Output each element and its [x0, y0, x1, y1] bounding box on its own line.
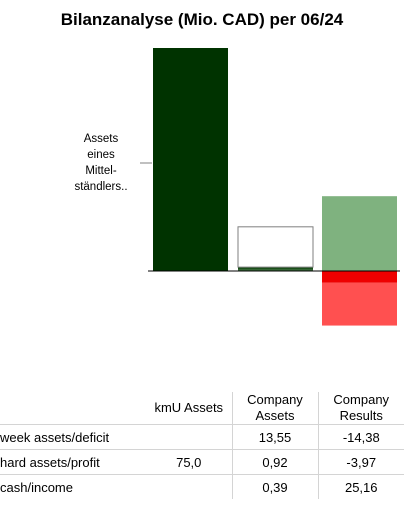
table-cell: 25,16 — [317, 474, 404, 499]
table-row: hard assets/profit 75,0 0,92 -3,97 — [0, 449, 404, 475]
table-cell: 0,92 — [231, 449, 318, 475]
table-cell: -3,97 — [317, 449, 404, 475]
bar-segment-hard-assets-profit — [322, 271, 397, 283]
table-header-kmu-assets: kmU Assets — [154, 400, 224, 415]
annotation-line: ständlers.. — [74, 181, 128, 193]
table-header-row: kmU Assets Company Assets Company Results — [0, 392, 404, 425]
table-row: week assets/deficit 13,55 -14,38 — [0, 424, 404, 450]
table-cell — [146, 424, 232, 450]
table-cell: 0,39 — [231, 474, 318, 499]
annotation-line: Mittel- — [85, 165, 117, 177]
row-label: cash/income — [0, 474, 146, 499]
bar-segment-hard-assets-profit — [238, 267, 313, 270]
bar-segment-hard-assets-profit — [153, 48, 228, 271]
bar-segment-week-assets-deficit — [237, 226, 314, 268]
bar-segment-cash-income — [322, 196, 397, 271]
row-label: week assets/deficit — [0, 424, 146, 450]
chart-plot — [140, 48, 400, 326]
table-header-cell — [0, 392, 146, 425]
table-cell: 75,0 — [146, 449, 232, 475]
table-cell: 13,55 — [231, 424, 318, 450]
table-header-company-results: Company Results — [317, 392, 404, 425]
chart-title: Bilanzanalyse (Mio. CAD) per 06/24 — [60, 10, 344, 29]
table-cell: -14,38 — [317, 424, 404, 450]
bar-segment-cash-income — [238, 269, 313, 271]
data-table: kmU Assets Company Assets Company Results … — [0, 392, 404, 499]
bars-group — [153, 48, 397, 326]
annotation-line: Assets — [83, 133, 119, 145]
annotation-line: eines — [87, 149, 115, 161]
table-header-company-assets: Company Assets — [231, 392, 318, 425]
table-cell — [146, 474, 232, 499]
table-row: cash/income 0,39 25,16 — [0, 474, 404, 499]
row-label: hard assets/profit — [0, 449, 146, 475]
annotation-text: Assets eines Mittel- ständlers.. — [62, 131, 140, 195]
bar-segment-week-assets-deficit — [322, 282, 397, 326]
